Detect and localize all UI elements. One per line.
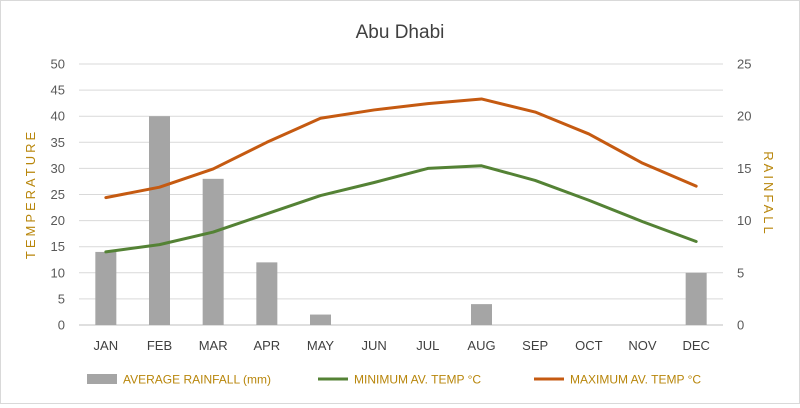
rainfall-bar xyxy=(202,178,224,325)
rainfall-bar xyxy=(685,272,707,325)
left-tick-label: 5 xyxy=(58,291,65,306)
right-tick-label: 0 xyxy=(737,318,744,333)
right-tick-label: 5 xyxy=(737,265,744,280)
left-tick-label: 50 xyxy=(51,57,65,72)
left-tick-label: 15 xyxy=(51,239,65,254)
left-axis-ticks: 0 5 10 15 20 25 30 35 40 45 50 xyxy=(51,57,65,333)
left-tick-label: 25 xyxy=(51,187,65,202)
rainfall-bar xyxy=(256,262,278,325)
chart-title: Abu Dhabi xyxy=(356,22,445,43)
category-label: MAY xyxy=(307,338,335,353)
legend-swatch-rainfall xyxy=(87,374,117,384)
category-label: JUN xyxy=(362,338,387,353)
category-label: SEP xyxy=(522,338,548,353)
left-tick-label: 20 xyxy=(51,213,65,228)
category-label: FEB xyxy=(147,338,172,353)
left-tick-label: 30 xyxy=(51,161,65,176)
rainfall-bars xyxy=(95,116,707,325)
legend-label: AVERAGE RAINFALL (mm) xyxy=(123,373,271,387)
category-labels: JAN FEB MAR APR MAY JUN JUL AUG SEP OCT NOV DEC xyxy=(94,338,710,353)
right-axis-ticks: 0 5 10 15 20 25 xyxy=(737,57,751,333)
right-tick-label: 10 xyxy=(737,213,751,228)
left-tick-label: 45 xyxy=(51,83,65,98)
right-tick-label: 20 xyxy=(737,109,751,124)
category-label: APR xyxy=(253,338,280,353)
legend: AVERAGE RAINFALL (mm) MINIMUM AV. TEMP °C… xyxy=(87,373,701,387)
category-label: AUG xyxy=(467,338,495,353)
gridlines xyxy=(79,63,723,326)
category-label: JAN xyxy=(94,338,119,353)
category-label: NOV xyxy=(628,338,657,353)
temperature-lines xyxy=(104,97,698,254)
left-tick-label: 10 xyxy=(51,265,65,280)
right-tick-label: 15 xyxy=(737,161,751,176)
left-tick-label: 35 xyxy=(51,135,65,150)
left-tick-label: 0 xyxy=(58,318,65,333)
category-label: DEC xyxy=(682,338,709,353)
category-label: OCT xyxy=(575,338,603,353)
rainfall-bar xyxy=(310,314,331,325)
left-tick-label: 40 xyxy=(51,109,65,124)
rainfall-bar xyxy=(471,304,492,325)
rainfall-bar xyxy=(149,116,170,325)
right-tick-label: 25 xyxy=(737,57,751,72)
legend-label: MINIMUM AV. TEMP °C xyxy=(354,373,481,387)
category-label: MAR xyxy=(199,338,228,353)
right-axis-title: RAINFALL xyxy=(761,151,776,236)
temperature-line xyxy=(104,97,698,200)
rainfall-bar xyxy=(95,251,117,325)
temperature-line xyxy=(104,164,698,254)
left-axis-title: TEMPERATURE xyxy=(23,129,38,259)
category-label: JUL xyxy=(416,338,439,353)
legend-label: MAXIMUM AV. TEMP °C xyxy=(570,373,701,387)
